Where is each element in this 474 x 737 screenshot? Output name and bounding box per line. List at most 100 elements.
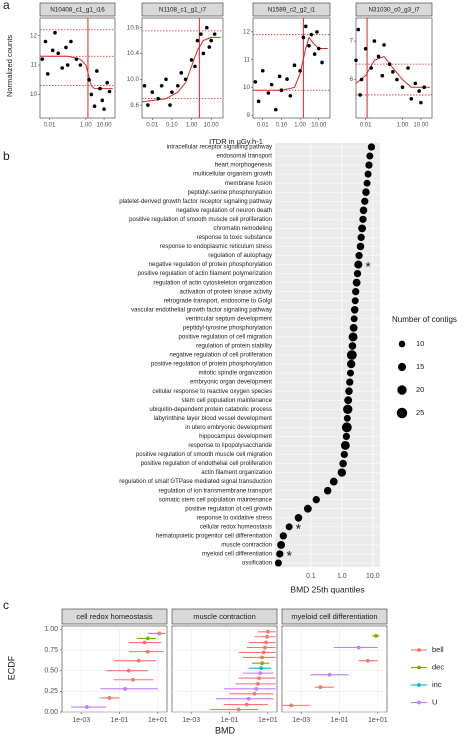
dot: [343, 404, 353, 414]
data-point: [269, 82, 274, 87]
data-point: [363, 46, 368, 51]
bmd-point: [261, 650, 266, 655]
data-point: [201, 51, 206, 56]
bmd-point: [356, 645, 361, 650]
data-point: [78, 63, 83, 67]
data-point: [65, 63, 70, 67]
legend-label: 10: [416, 339, 424, 348]
data-point: [89, 92, 94, 97]
category-label: negative regulation of neuron death: [176, 207, 272, 214]
x-axis-label: ITDR in µGy.h-1: [209, 137, 263, 146]
dot: [341, 422, 352, 433]
dot: [344, 396, 353, 405]
category-label: positive regulation of smooth muscle cel…: [129, 216, 272, 223]
x-tick-label: 0.01: [146, 123, 158, 129]
dot: [329, 477, 338, 486]
bmd-point: [123, 686, 128, 691]
category-label: response to endoplasmic reticulum stress: [160, 243, 272, 250]
dot: [359, 215, 367, 223]
y-tick-label: 7: [349, 38, 353, 45]
x-tick-label: 0.01: [44, 123, 56, 129]
data-point: [164, 77, 168, 82]
data-point: [50, 48, 55, 53]
panel-label: b: [3, 149, 10, 163]
data-point: [142, 83, 147, 88]
dot: [340, 440, 350, 450]
x-tick-label: 10.00: [413, 123, 429, 129]
data-point: [40, 57, 45, 61]
x-tick-label: 10.0: [366, 573, 380, 580]
data-point: [43, 39, 48, 44]
x-tick-label: 10.00: [311, 123, 327, 129]
bmd-point: [259, 666, 264, 671]
dot: [342, 432, 351, 441]
data-point: [60, 66, 65, 70]
category-label: vascular endothelial growth factor signa…: [131, 306, 273, 313]
x-tick-label: 1e-03: [292, 717, 310, 724]
panel-label: a: [3, 0, 10, 12]
dot: [277, 540, 286, 549]
y-tick-label: 10.4: [127, 50, 140, 57]
data-point: [320, 60, 324, 65]
category-label: response to toxic substance: [196, 234, 272, 241]
category-label: hematopoietic progenitor cell differenti…: [156, 532, 272, 539]
data-point: [87, 77, 91, 82]
legend-label: 20: [416, 385, 424, 394]
data-point: [387, 62, 392, 66]
category-label: ubiquitin-dependent protein catabolic pr…: [149, 406, 272, 413]
dot: [339, 459, 347, 468]
category-label: somatic stem cell population maintenance: [159, 496, 273, 503]
bmd-point: [265, 634, 269, 639]
x-tick-label: 0.10: [276, 123, 288, 129]
x-tick-label: 0.01: [360, 123, 372, 129]
legend-label: dec: [432, 662, 444, 671]
y-tick-label: 1.00: [44, 626, 58, 633]
category-label: regulation of actin cytoskeleton organiz…: [153, 279, 272, 286]
facet-strip: [61, 608, 168, 625]
data-point: [45, 72, 50, 76]
dot: [355, 251, 363, 260]
x-tick-label: 0.10: [166, 123, 178, 129]
data-point: [376, 54, 381, 59]
category-label: regulation of autophagy: [208, 252, 273, 259]
dot: [337, 468, 347, 477]
data-point: [183, 77, 188, 82]
facet-title: N31030_c0_g3_i7: [368, 7, 420, 14]
facet-title: N1108_c1_g1_i7: [159, 7, 207, 14]
category-label: cellular redox homeostasis: [200, 523, 272, 530]
legend-label: inc: [432, 680, 442, 689]
dot: [285, 523, 293, 531]
facet-title: muscle contraction: [193, 612, 256, 621]
data-point: [107, 89, 112, 94]
category-label: peptidyl-tyrosine phosphorylation: [183, 324, 272, 331]
data-point: [105, 80, 110, 85]
category-label: peptidyl-serine phosphorylation: [188, 189, 272, 196]
bmd-point: [136, 658, 141, 663]
data-point: [195, 38, 200, 43]
bmd-point: [254, 686, 259, 691]
plot-panel: [61, 625, 168, 713]
data-point: [356, 27, 361, 32]
facet-strip: [171, 608, 278, 625]
bmd-point: [131, 677, 135, 682]
category-label: multicellular organism growth: [193, 171, 272, 178]
y-tick-label: 6: [349, 76, 353, 83]
category-label: endosomal transport: [216, 153, 272, 160]
category-label: response to oxidative stress: [196, 514, 272, 521]
data-point: [199, 32, 203, 36]
dot: [274, 559, 282, 567]
bmd-point: [318, 685, 323, 690]
legend-symbol: [398, 340, 406, 348]
y-tick-label: 10: [243, 84, 251, 91]
legend-symbol: [397, 385, 407, 395]
data-point: [312, 52, 317, 56]
facet-strip: [281, 608, 388, 625]
y-tick-label: 9: [246, 112, 250, 119]
data-point: [92, 104, 97, 109]
data-point: [159, 83, 164, 88]
data-point: [307, 43, 311, 48]
y-tick-label: 0.00: [44, 709, 58, 716]
bmd-point: [142, 640, 147, 645]
data-point: [266, 91, 271, 95]
bmd-point: [257, 676, 262, 680]
